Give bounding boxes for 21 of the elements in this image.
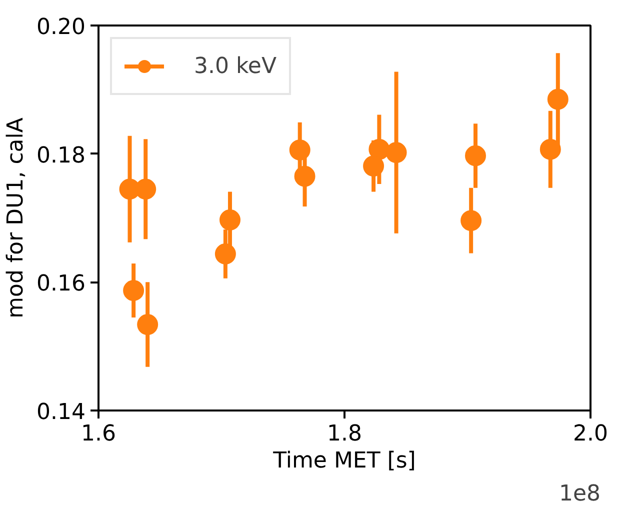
point [289,140,310,160]
y-tick-label: 0.18 [36,143,86,168]
point [386,142,407,164]
point [547,88,568,110]
point [219,209,240,230]
point [540,138,561,160]
x-tick-label: 2.0 [573,422,608,446]
point [460,210,482,232]
legend-label: 3.0 keV [194,54,277,78]
point [137,314,158,335]
point [294,166,316,187]
point [464,145,486,166]
point [214,243,236,264]
y-tick-label: 0.16 [36,272,86,297]
point [123,280,144,301]
x-tick-label: 1.8 [327,422,362,446]
y-tick-label: 0.20 [36,15,86,40]
point [363,156,384,177]
x-axis-title: Time MET [s] [272,448,416,474]
y-axis-title: mod for DU1, calA [4,118,29,318]
text: 1e8 [558,482,600,506]
